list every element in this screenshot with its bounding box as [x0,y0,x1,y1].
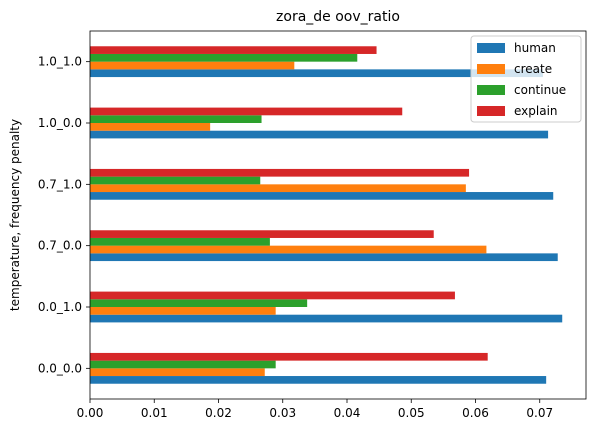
x-tick-label: 0.01 [141,406,168,420]
bar-create-0-7_0-0 [90,245,487,254]
plot-frame [89,30,587,400]
x-tick-label: 0.02 [205,406,232,420]
x-tick-label: 0.00 [77,406,104,420]
bar-continue-0-7_1-0 [90,176,261,185]
bar-explain-0-7_1-0 [90,168,470,177]
bar-create-1-0_0-0 [90,123,211,131]
x-ticks-group: 0.00 0.01 0.02 0.03 0.04 0.05 0.06 0.07 [77,399,553,420]
bar-human-0-0_0-0 [90,376,547,384]
bar-create-1-0_1-0 [90,61,295,70]
x-tick-label: 0.05 [398,406,425,420]
bar-explain-0-7_0-0 [90,230,434,238]
bar-continue-0-0_1-0 [90,299,308,307]
bar-explain-1-0_1-0 [90,46,377,54]
y-tick-label: 1.0_0.0 [38,116,82,130]
legend-swatch-human [477,43,505,53]
bars-group [90,46,563,384]
bar-human-0-0_1-0 [90,314,563,323]
y-tick-label: 0.0_1.0 [38,300,82,314]
x-tick-label: 0.06 [462,406,489,420]
bar-continue-0-7_0-0 [90,237,270,246]
legend-swatch-continue [477,85,505,95]
bar-explain-0-0_0-0 [90,352,488,361]
x-tick-label: 0.07 [526,406,553,420]
legend-swatch-explain [477,106,505,116]
y-ticks-group: 0.0_0.0 0.0_1.0 0.7_0.0 0.7_1.0 1.0_0.0 1.0_1… [38,55,90,375]
bar-create-0-7_1-0 [90,184,466,193]
legend-swatch-create [477,64,505,74]
y-tick-label: 0.7_1.0 [38,177,82,191]
bar-continue-1-0_0-0 [90,115,262,123]
y-tick-label: 1.0_1.0 [38,55,82,69]
x-tick-label: 0.03 [269,406,296,420]
legend-label-human: human [514,41,556,55]
bar-create-0-0_1-0 [90,307,276,315]
legend-label-create: create [514,62,552,76]
x-tick-label: 0.04 [334,406,361,420]
bar-explain-0-0_1-0 [90,291,455,300]
bar-continue-0-0_0-0 [90,360,276,369]
bar-explain-1-0_0-0 [90,107,403,116]
y-tick-label: 0.7_0.0 [38,239,82,253]
y-tick-label: 0.0_0.0 [38,361,82,375]
legend: human create continue explain [470,35,582,123]
bar-continue-1-0_1-0 [90,53,358,62]
axes-group [89,30,587,400]
legend-label-explain: explain [514,104,558,118]
chart-title: zora_de oov_ratio [276,9,400,25]
bar-create-0-0_0-0 [90,368,265,377]
bar-human-0-7_1-0 [90,192,554,200]
y-axis-label: temperature, frequency penalty [8,119,22,311]
legend-box [470,35,582,123]
bar-human-1-0_1-0 [90,69,543,78]
bar-human-0-7_0-0 [90,253,558,262]
legend-label-continue: continue [514,83,566,97]
bar-human-1-0_0-0 [90,130,549,139]
